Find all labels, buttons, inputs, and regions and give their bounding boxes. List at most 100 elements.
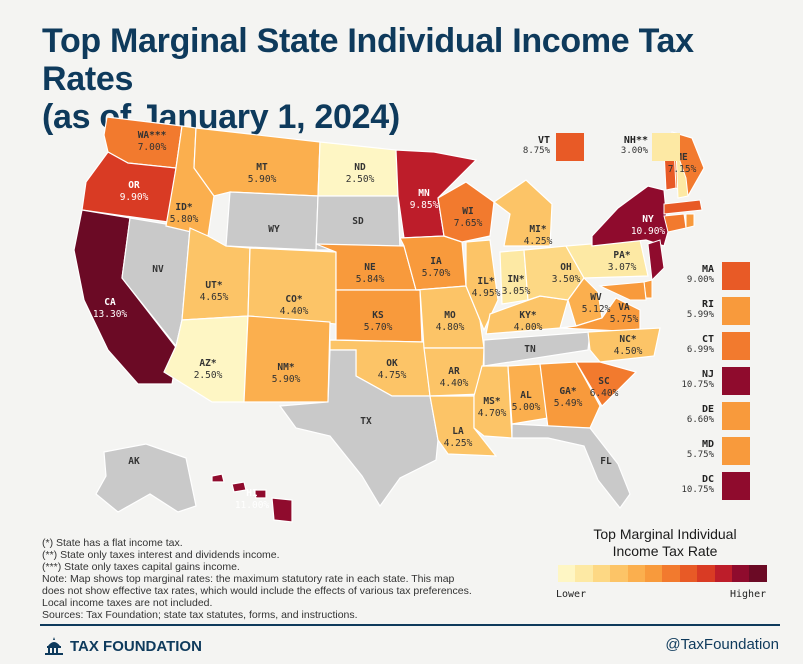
- state-rate-label: 5.49%: [554, 398, 583, 409]
- footnote-line: (***) State only taxes capital gains inc…: [42, 561, 240, 573]
- state-rate-label: 4.95%: [472, 288, 501, 299]
- state-nm: [243, 315, 331, 403]
- state-abbr-label: AZ*: [199, 358, 216, 369]
- callout-label: MA 9.00%: [668, 264, 714, 286]
- capitol-icon: [45, 637, 63, 655]
- state-rate-label: 3.05%: [502, 286, 531, 297]
- state-nc: [587, 327, 661, 363]
- title-line-1: Top Marginal State Individual Income Tax…: [42, 22, 694, 98]
- state-sc: [574, 361, 638, 407]
- state-abbr-label: IN*: [507, 274, 524, 285]
- state-abbr-label: AK: [128, 456, 140, 467]
- scale-swatch: [714, 565, 732, 582]
- state-rate-label: 5.70%: [422, 268, 451, 279]
- state-abbr-label: OH: [560, 262, 572, 273]
- state-ct: [663, 213, 687, 233]
- callout-abbr: NH**: [623, 135, 648, 146]
- callout-label: VT 8.75%: [498, 135, 550, 157]
- callout-label: DC 10.75%: [668, 474, 714, 496]
- state-rate-label: 11.00%: [235, 500, 270, 511]
- callout-label: MD 5.75%: [668, 439, 714, 461]
- state-abbr-label: OK: [386, 358, 398, 369]
- social-handle[interactable]: @TaxFoundation: [665, 636, 779, 653]
- callout-abbr: NJ: [701, 369, 714, 380]
- state-abbr-label: TN: [524, 344, 536, 355]
- state-md: [598, 281, 647, 301]
- state-fl: [511, 423, 631, 510]
- callout-rate: 6.60%: [686, 415, 714, 425]
- state-abbr-label: AR: [448, 366, 460, 377]
- scale-swatch: [749, 565, 767, 582]
- title-line-2: (as of January 1, 2024): [42, 98, 400, 136]
- state-hi: [211, 473, 293, 523]
- state-rate-label: 5.75%: [610, 314, 639, 325]
- callout-label: DE 6.60%: [668, 404, 714, 426]
- state-abbr-label: ND: [354, 162, 366, 173]
- state-abbr-label: MI*: [529, 224, 546, 235]
- callout-abbr: VT: [537, 135, 550, 146]
- state-abbr-label: MS*: [483, 396, 500, 407]
- callout-label: CT 6.99%: [668, 334, 714, 356]
- scale-swatch: [662, 565, 680, 582]
- state-ma: [663, 199, 703, 215]
- callout-rate: 5.99%: [686, 310, 714, 320]
- state-rate-label: 7.65%: [454, 218, 483, 229]
- state-abbr-label: AL: [520, 390, 532, 401]
- state-nj: [647, 239, 665, 282]
- state-abbr-label: PA*: [613, 250, 630, 261]
- legend-title-line-2: Income Tax Rate: [612, 543, 718, 559]
- state-rate-label: 10.90%: [631, 226, 666, 237]
- callout-rate: 9.00%: [686, 275, 714, 285]
- footnote-line: (**) State only taxes interest and divid…: [42, 549, 280, 561]
- state-rate-label: 4.75%: [378, 370, 407, 381]
- state-abbr-label: IA: [430, 256, 442, 267]
- scale-swatch: [731, 565, 750, 582]
- state-abbr-label: MN: [418, 188, 430, 199]
- color-scale: [558, 565, 767, 582]
- state-abbr-label: NC*: [619, 334, 636, 345]
- state-abbr-label: NV: [152, 264, 164, 275]
- callout-swatch: [722, 402, 750, 430]
- state-rate-label: 9.90%: [120, 192, 149, 203]
- state-wv: [567, 277, 603, 327]
- brand-logo: TAX FOUNDATION: [42, 636, 202, 656]
- legend-higher-label: Higher: [730, 589, 767, 600]
- scale-swatch: [644, 565, 663, 582]
- state-rate-label: 4.65%: [200, 292, 229, 303]
- callout-swatch: [556, 133, 584, 161]
- footnote-line: Sources: Tax Foundation; state tax statu…: [42, 609, 358, 621]
- scale-swatch: [697, 565, 715, 582]
- state-ga: [539, 361, 601, 429]
- state-rate-label: 5.90%: [272, 374, 301, 385]
- state-abbr-label: KY*: [519, 310, 536, 321]
- scale-swatch: [575, 565, 593, 582]
- callout-rate: 5.75%: [686, 450, 714, 460]
- state-abbr-label: NY: [642, 214, 654, 225]
- state-abbr-label: KS: [372, 310, 384, 321]
- state-rate-label: 7.00%: [138, 142, 167, 153]
- callout-rate: 10.75%: [681, 485, 714, 495]
- state-rate-label: 3.07%: [608, 262, 637, 273]
- state-rate-label: 7.15%: [668, 164, 697, 175]
- callout-abbr: DC: [701, 474, 714, 485]
- footnotes: (*) State has a flat income tax. (**) Sta…: [42, 537, 542, 621]
- callout-swatch: [722, 437, 750, 465]
- state-ri: [685, 213, 695, 229]
- footnote-line: Local income taxes are not included.: [42, 597, 213, 609]
- state-wi: [437, 181, 495, 243]
- callout-rate: 6.99%: [686, 345, 714, 355]
- callout-abbr: DE: [701, 404, 714, 415]
- footnote-line: Note: Map shows top marginal rates: the …: [42, 573, 455, 585]
- callout-label: NJ 10.75%: [668, 369, 714, 391]
- state-abbr-label: MO: [444, 310, 456, 321]
- state-abbr-label: WI: [462, 206, 473, 217]
- state-wy: [225, 191, 319, 251]
- state-rate-label: 2.50%: [194, 370, 223, 381]
- footnote-line: does not show effective tax rates, which…: [42, 585, 472, 597]
- callout-swatch: [722, 332, 750, 360]
- state-rate-label: 4.25%: [444, 438, 473, 449]
- state-abbr-label: CO*: [285, 294, 302, 305]
- state-abbr-label: VA: [618, 302, 630, 313]
- legend-title: Top Marginal Individual Income Tax Rate: [560, 526, 770, 560]
